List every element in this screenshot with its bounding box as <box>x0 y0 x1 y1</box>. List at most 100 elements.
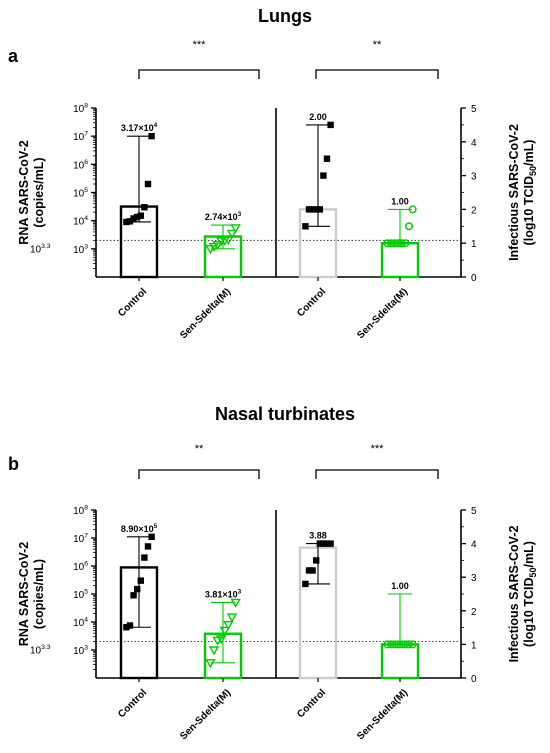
significance-label: *** <box>193 39 207 51</box>
data-point <box>130 592 137 599</box>
right-tick-label: 4 <box>471 138 477 149</box>
left-tick-label: 107 <box>73 533 88 546</box>
data-point <box>305 206 313 213</box>
right-tick-label: 0 <box>471 674 477 685</box>
data-point <box>327 540 334 547</box>
data-point <box>316 206 323 213</box>
data-point <box>316 540 323 547</box>
left-tick-label: 106 <box>73 561 88 574</box>
data-point <box>320 540 327 547</box>
data-point <box>408 205 417 214</box>
right-axis-title: Infectious SARS-CoV-2(log10 TCID50/mL) <box>507 526 538 663</box>
data-point <box>226 229 238 239</box>
data-point <box>313 206 320 213</box>
data-point <box>141 554 148 561</box>
bar-value-label: 2.74×103 <box>205 211 242 222</box>
significance-bracket <box>315 69 439 79</box>
data-point <box>137 577 144 584</box>
data-point <box>405 640 414 649</box>
data-point <box>219 626 231 636</box>
data-point <box>401 239 410 248</box>
right-tick-label: 2 <box>471 205 477 216</box>
x-tick-label: Control <box>116 687 149 720</box>
significance-label: ** <box>373 39 382 51</box>
left-tick-label: 106 <box>73 159 88 172</box>
data-point <box>302 580 309 588</box>
data-point <box>208 646 220 656</box>
bar-value-label: 3.88 <box>309 531 327 541</box>
data-point <box>309 567 316 574</box>
data-point <box>313 557 320 564</box>
data-point <box>323 155 331 162</box>
x-tick-label: Sen-Sdelta(M) <box>178 286 233 341</box>
left-tick-label: 104 <box>73 215 88 228</box>
bar-value-label: 1.00 <box>391 196 409 206</box>
significance-label: *** <box>371 443 385 455</box>
data-point <box>205 659 216 669</box>
data-point <box>230 224 241 234</box>
data-point <box>230 598 241 608</box>
left-tick-label: 103 <box>73 243 88 256</box>
right-axis-title: Infectious SARS-CoV-2(log10 TCID50/mL) <box>507 124 538 261</box>
left-axis-title: RNA SARS-CoV-2(copies/mL) <box>17 140 46 244</box>
x-tick-label: Control <box>116 286 149 319</box>
right-tick-label: 2 <box>471 607 477 618</box>
data-point <box>148 533 155 541</box>
bar-tcid-sen-sdelta <box>380 643 420 680</box>
x-tick-label: Sen-Sdelta(M) <box>355 286 410 341</box>
data-point <box>134 213 141 221</box>
chart-title: Lungs <box>258 6 312 26</box>
significance-label: ** <box>195 443 204 455</box>
significance-bracket <box>138 69 260 79</box>
data-point <box>126 622 134 629</box>
bar-value-label: 2.00 <box>309 112 327 122</box>
right-tick-label: 3 <box>471 172 477 183</box>
data-point <box>397 239 406 248</box>
data-point <box>215 635 227 645</box>
left-tick-label: 108 <box>73 103 88 116</box>
bar-tcid-sen-sdelta <box>380 241 420 279</box>
data-point <box>130 215 137 222</box>
data-point <box>137 212 144 219</box>
threshold-label: 103.3 <box>30 243 51 256</box>
data-point <box>144 543 152 550</box>
left-tick-label: 107 <box>73 131 88 144</box>
significance-bracket <box>315 469 439 479</box>
right-tick-label: 1 <box>471 239 477 250</box>
panel-label: a <box>8 46 19 66</box>
bar-value-label: 1.00 <box>391 581 409 591</box>
data-point <box>226 613 238 623</box>
data-point <box>327 121 334 129</box>
bar-value-label: 3.81×103 <box>205 588 242 599</box>
left-axis-title: RNA SARS-CoV-2(copies/mL) <box>17 542 46 646</box>
data-point <box>205 245 216 255</box>
right-tick-label: 1 <box>471 640 477 651</box>
chart-title: Nasal turbinates <box>215 404 355 424</box>
right-tick-label: 4 <box>471 540 477 551</box>
data-point <box>141 204 148 211</box>
data-point <box>302 223 309 230</box>
data-point <box>134 585 141 593</box>
x-tick-label: Control <box>295 286 328 319</box>
right-tick-label: 5 <box>471 104 477 115</box>
data-point <box>123 624 130 631</box>
left-tick-label: 103 <box>73 645 88 658</box>
left-tick-label: 108 <box>73 505 88 518</box>
left-tick-label: 105 <box>73 589 88 602</box>
data-point <box>223 236 234 246</box>
bar-value-label: 8.90×105 <box>121 523 158 534</box>
left-tick-label: 105 <box>73 187 88 200</box>
data-point <box>408 640 417 649</box>
data-point <box>144 180 152 188</box>
data-point <box>223 621 234 631</box>
right-tick-label: 5 <box>471 506 477 517</box>
data-point <box>323 540 331 547</box>
x-tick-label: Sen-Sdelta(M) <box>355 687 410 742</box>
panel-label: b <box>8 454 19 474</box>
left-tick-label: 104 <box>73 617 88 630</box>
data-point <box>123 218 130 226</box>
data-point <box>212 241 223 251</box>
